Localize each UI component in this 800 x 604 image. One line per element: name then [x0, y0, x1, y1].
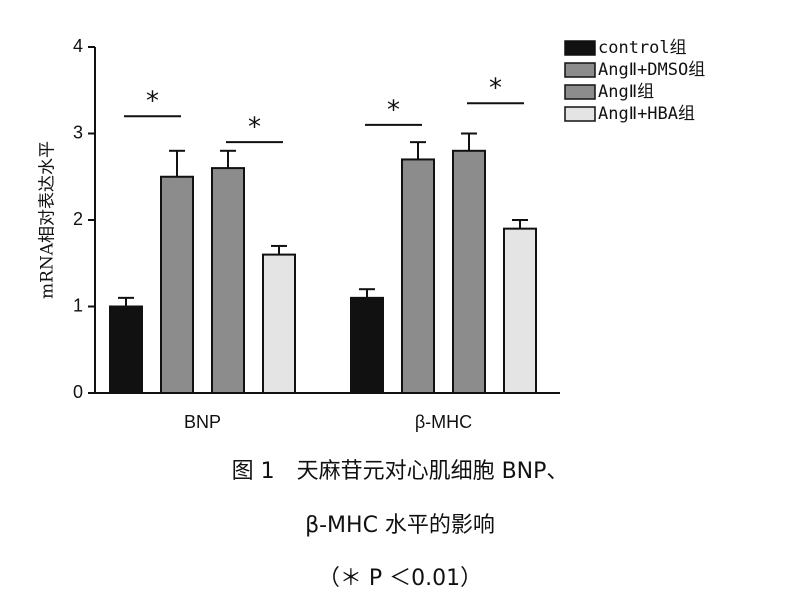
bar	[452, 149, 486, 394]
legend-label: control组	[598, 38, 687, 58]
y-tick-label: 4	[73, 36, 83, 56]
bar	[109, 305, 143, 394]
y-axis-label: mRNA相对表达水平	[38, 141, 58, 299]
legend-swatch	[564, 106, 596, 122]
x-tick-label: β-MHC	[415, 412, 472, 432]
bar	[503, 227, 537, 394]
caption: β-MHC 水平的影响	[305, 513, 495, 538]
bar	[350, 296, 384, 395]
legend-swatch	[564, 40, 596, 56]
significance-mark: *	[387, 95, 400, 125]
caption: （＊ P ＜0.01）	[318, 566, 482, 591]
bar	[160, 175, 194, 394]
bar	[262, 253, 296, 394]
legend-swatch	[564, 84, 596, 100]
bar	[401, 158, 435, 394]
significance-mark: *	[248, 113, 261, 143]
bar	[211, 167, 245, 394]
legend-label: AngⅡ组	[598, 82, 654, 102]
y-tick-label: 3	[73, 122, 83, 142]
significance-mark: *	[146, 87, 159, 117]
caption: 图 1 天麻苷元对心肌细胞 BNP、	[232, 459, 569, 484]
y-tick-label: 2	[73, 209, 83, 229]
x-tick-label: BNP	[184, 412, 221, 432]
legend-swatch	[564, 62, 596, 78]
y-tick-label: 1	[73, 295, 83, 315]
legend-label: AngⅡ+DMSO组	[598, 60, 705, 80]
y-tick-label: 0	[73, 382, 83, 402]
legend-label: AngⅡ+HBA组	[598, 104, 695, 124]
significance-mark: *	[489, 74, 502, 104]
